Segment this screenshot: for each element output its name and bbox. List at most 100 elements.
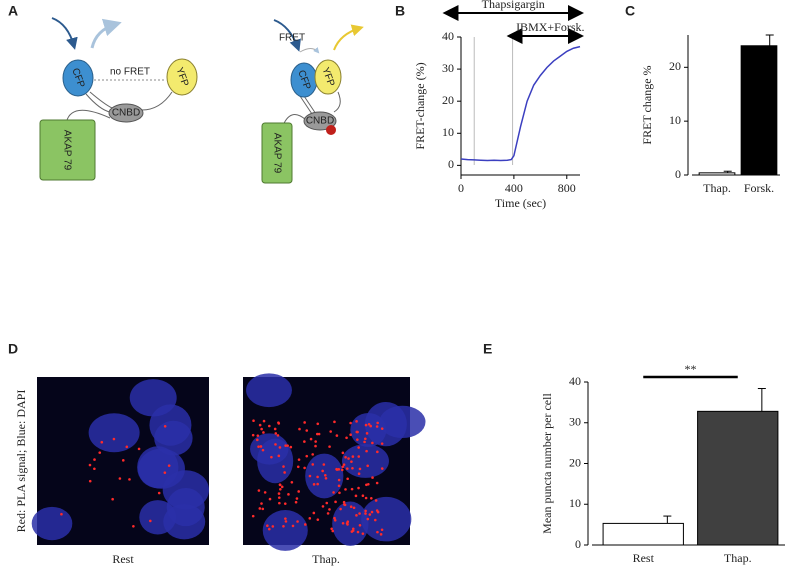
pla-dot (268, 497, 272, 501)
pla-dot (279, 488, 282, 491)
pla-dot (278, 446, 282, 449)
pla-dot (309, 437, 313, 441)
pla-dot (357, 486, 360, 490)
pla-dot (315, 432, 319, 436)
pla-dot (268, 424, 271, 428)
akap: AKAP 79 (61, 130, 72, 171)
pla-dot (93, 458, 96, 461)
nucleus (246, 373, 292, 408)
diagram-left: no FRET CFP YFP CNBD AKAP 79 (39, 17, 198, 181)
pla-dot (316, 518, 320, 521)
nucleus (364, 401, 407, 447)
pla-dot (312, 511, 316, 515)
pla-dot (375, 481, 379, 485)
pla-dot (349, 505, 353, 508)
bar (698, 172, 736, 176)
pla-dot (324, 476, 328, 480)
pla-dot (289, 445, 293, 449)
image-ylabel: Red: PLA signal; Blue: DAPI (14, 390, 28, 533)
pla-dot (297, 458, 301, 461)
pla-dot (349, 421, 352, 425)
pla-dot (88, 463, 92, 467)
panel-label: B (395, 3, 405, 19)
pla-dot (251, 433, 255, 437)
y-axis-label: Mean puncta number per cell (540, 393, 554, 534)
pla-dot (294, 500, 298, 504)
pla-dot (277, 492, 281, 495)
nucleus (262, 510, 308, 551)
pla-dot (100, 440, 104, 444)
pla-dot (282, 524, 285, 528)
pla-dot (330, 527, 333, 531)
pla-dot (343, 503, 346, 506)
pla-dot (311, 463, 315, 466)
pla-dot (325, 501, 329, 505)
pla-dot (260, 427, 263, 431)
pla-dot (257, 489, 261, 492)
micrograph (31, 377, 210, 545)
annotation-label: Thapsigargin (482, 0, 545, 11)
pla-dot (266, 524, 269, 527)
y-axis-label: FRET-change (%) (413, 62, 427, 149)
pla-dot (351, 466, 354, 470)
pla-dot (322, 463, 326, 466)
pla-dot (365, 449, 368, 453)
pla-dot (361, 494, 365, 498)
pla-dot (341, 521, 345, 525)
pla-dot (350, 460, 353, 463)
pla-dot (356, 430, 359, 434)
pla-dot (366, 517, 370, 521)
pla-dot (274, 443, 277, 446)
y-tick-label: 20 (442, 93, 454, 107)
pla-dot (357, 455, 361, 458)
pla-dot (60, 512, 63, 516)
pla-dot (356, 438, 359, 441)
nucleus (361, 496, 412, 542)
pla-dot (345, 436, 348, 440)
pla-dot (355, 420, 358, 423)
pla-dot (276, 434, 280, 437)
nucleus (332, 501, 369, 546)
pla-dot (111, 497, 114, 501)
pla-dot (328, 445, 331, 448)
pla-dot (328, 508, 331, 511)
pla-dot (93, 467, 96, 471)
pla-dot (132, 525, 135, 528)
pla-dot (341, 451, 345, 455)
pla-dot (369, 424, 373, 428)
pla-dot (303, 421, 306, 424)
pla-dot (335, 434, 339, 437)
pla-dot (277, 454, 281, 458)
pla-dot (252, 419, 255, 423)
pla-dot (351, 455, 355, 458)
pla-dot (349, 433, 352, 437)
trace (460, 45, 581, 162)
pla-dot (364, 509, 367, 513)
micrograph (243, 373, 426, 551)
pla-dot (167, 464, 171, 467)
pla-dot (379, 533, 383, 536)
pla-dot (334, 500, 337, 504)
note: no FRET (110, 67, 150, 78)
pla-dot (337, 478, 341, 482)
pla-dot (121, 459, 125, 462)
pla-dot (112, 437, 116, 441)
pla-dot (251, 514, 255, 518)
pla-dot (371, 441, 374, 445)
pla-dot (305, 454, 309, 458)
x-tick-label: 800 (558, 181, 576, 195)
pla-dot (339, 507, 342, 511)
pla-dot (267, 527, 271, 531)
pla-dot (262, 431, 265, 434)
pla-dot (163, 471, 167, 474)
y-tick-label: 40 (569, 374, 581, 388)
pla-dot (278, 483, 282, 486)
pla-dot (352, 506, 356, 510)
pla-dot (303, 440, 306, 443)
y-tick-label: 10 (669, 113, 681, 127)
pla-dot (358, 467, 362, 471)
pla-dot (278, 501, 281, 505)
pla-dot (261, 507, 265, 511)
pla-dot (277, 421, 280, 424)
pla-dot (118, 477, 122, 480)
